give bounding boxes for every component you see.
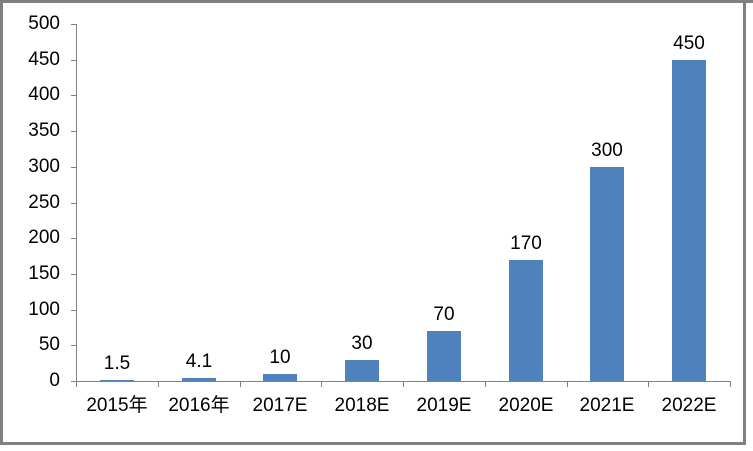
- y-tick-label: 200: [28, 227, 60, 248]
- y-tick-label: 300: [28, 156, 60, 177]
- x-tick-mark: [567, 382, 568, 387]
- y-tick-label: 0: [49, 370, 60, 391]
- x-category-label: 2021E: [579, 395, 635, 416]
- x-tick-mark: [730, 382, 731, 387]
- y-tick-mark: [71, 60, 76, 61]
- bar: [427, 331, 461, 381]
- bar-value-label: 450: [673, 33, 705, 54]
- y-tick-label: 250: [28, 192, 60, 213]
- bar-value-label: 300: [591, 140, 623, 161]
- x-category-label: 2017E: [252, 395, 308, 416]
- x-tick-mark: [648, 382, 649, 387]
- bar: [672, 60, 706, 381]
- x-category-label: 2018E: [334, 395, 390, 416]
- bar-value-label: 170: [510, 233, 542, 254]
- x-category-label: 2019E: [416, 395, 472, 416]
- y-tick-mark: [71, 381, 76, 382]
- bar-value-label: 10: [269, 347, 291, 368]
- y-tick-label: 50: [38, 334, 60, 355]
- y-tick-mark: [71, 24, 76, 25]
- x-category-label: 2015年: [86, 395, 148, 416]
- x-category-label: 2020E: [498, 395, 554, 416]
- y-tick-label: 150: [28, 263, 60, 284]
- x-tick-mark: [158, 382, 159, 387]
- bar: [345, 360, 379, 381]
- bar: [509, 260, 543, 381]
- y-tick-mark: [71, 131, 76, 132]
- y-tick-mark: [71, 345, 76, 346]
- x-tick-mark: [240, 382, 241, 387]
- plot-area: 0 50 100 150 200 250 300 350 400 450 500 2015年 2016…: [28, 13, 731, 416]
- y-tick-mark: [71, 310, 76, 311]
- y-tick-mark: [71, 203, 76, 204]
- x-axis-line: [76, 381, 731, 382]
- y-tick-label: 350: [28, 120, 60, 141]
- y-tick-mark: [71, 95, 76, 96]
- y-tick-label: 400: [28, 84, 60, 105]
- x-category-label: 2022E: [661, 395, 717, 416]
- x-tick-mark: [76, 382, 77, 387]
- y-tick-mark: [71, 274, 76, 275]
- y-tick-label: 100: [28, 299, 60, 320]
- x-tick-mark: [485, 382, 486, 387]
- x-category-label: 2016年: [168, 395, 230, 416]
- y-tick-mark: [71, 167, 76, 168]
- y-tick-mark: [71, 238, 76, 239]
- bar-value-label: 1.5: [103, 353, 131, 374]
- y-tick-label: 500: [28, 13, 60, 34]
- bar-value-label: 70: [433, 304, 455, 325]
- bar-value-label: 30: [351, 333, 373, 354]
- frame-top-strip: [0, 0, 753, 3]
- bar: [263, 374, 297, 381]
- y-axis-line: [76, 24, 77, 382]
- x-tick-mark: [403, 382, 404, 387]
- bar-value-label: 4.1: [185, 351, 213, 372]
- bar: [100, 380, 134, 381]
- bar: [182, 378, 216, 381]
- y-tick-label: 450: [28, 49, 60, 70]
- bar: [590, 167, 624, 381]
- x-tick-mark: [321, 382, 322, 387]
